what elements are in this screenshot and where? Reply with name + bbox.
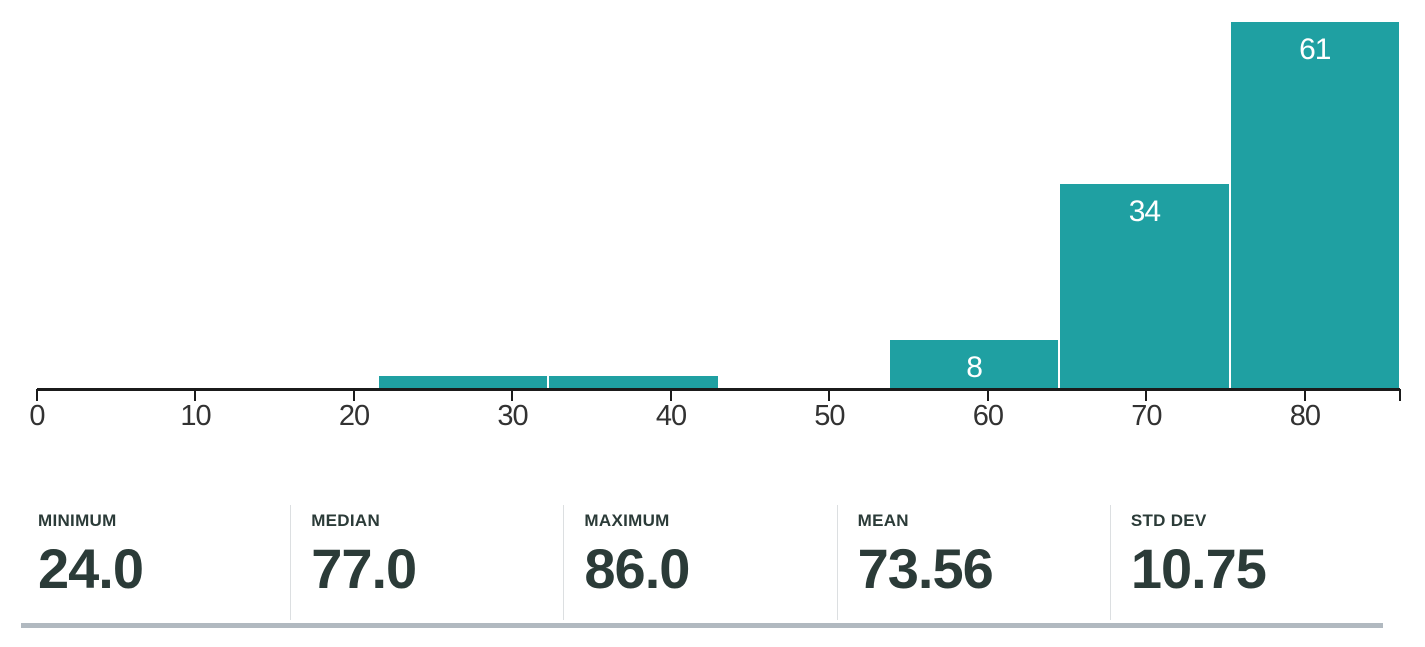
stat-cell-median: MEDIAN 77.0	[290, 505, 563, 620]
stat-value: 10.75	[1130, 537, 1267, 600]
stat-value: 86.0	[584, 537, 690, 600]
axis-tick	[352, 389, 355, 401]
x-axis-line	[37, 388, 1400, 391]
bar-value-label: 61	[1299, 33, 1331, 66]
axis-tick	[669, 389, 672, 401]
stat-value: 73.56	[857, 537, 994, 600]
axis-tick	[1303, 389, 1306, 401]
histogram-bar[interactable]: 61	[1230, 22, 1399, 388]
stat-cell-minimum: MINIMUM 24.0	[21, 505, 290, 620]
stat-cell-stddev: STD DEV 10.75	[1109, 505, 1383, 620]
histogram-bar[interactable]: 8	[889, 340, 1059, 388]
axis-tick-label: 70	[1131, 400, 1162, 432]
axis-tick	[828, 389, 831, 401]
axis-tick-label: 30	[497, 400, 528, 432]
histogram-bar[interactable]: 34	[1060, 184, 1229, 388]
bottom-divider	[21, 623, 1383, 628]
axis-tick	[1145, 389, 1148, 401]
axis-tick	[36, 389, 38, 401]
axis-tick-label: 60	[972, 400, 1004, 432]
axis-tick-label: 50	[814, 400, 845, 432]
stat-value: 24.0	[38, 537, 144, 600]
bar-value-label: 8	[966, 351, 983, 384]
axis-tick-label: 80	[1289, 400, 1321, 432]
histogram: 8 34 61 0 10 20 30 40 50 60 70 80	[29, 22, 1401, 432]
axis-tick	[511, 389, 514, 401]
summary-stats: MINIMUM 24.0 MEDIAN 77.0 MAXIMUM 86.0 ME…	[21, 505, 1383, 620]
bar-value-label: 34	[1128, 195, 1161, 228]
histogram-bar[interactable]	[549, 376, 718, 388]
stat-cell-mean: MEAN 73.56	[836, 505, 1110, 620]
stat-label: STD DEV	[1130, 511, 1207, 530]
stat-label: MEDIAN	[311, 511, 381, 530]
stat-label: MINIMUM	[38, 511, 117, 530]
axis-tick-label: 40	[655, 400, 687, 432]
axis-tick	[1399, 389, 1401, 401]
axis-tick-label: 0	[29, 400, 45, 432]
stat-label: MEAN	[857, 511, 909, 530]
stat-cell-maximum: MAXIMUM 86.0	[563, 505, 836, 620]
stat-value: 77.0	[311, 537, 417, 600]
axis-tick	[986, 389, 989, 401]
axis-tick	[194, 389, 197, 401]
histogram-bar[interactable]	[378, 376, 548, 388]
stat-label: MAXIMUM	[584, 511, 670, 530]
axis-tick-label: 10	[180, 400, 211, 432]
axis-tick-label: 20	[338, 400, 370, 432]
